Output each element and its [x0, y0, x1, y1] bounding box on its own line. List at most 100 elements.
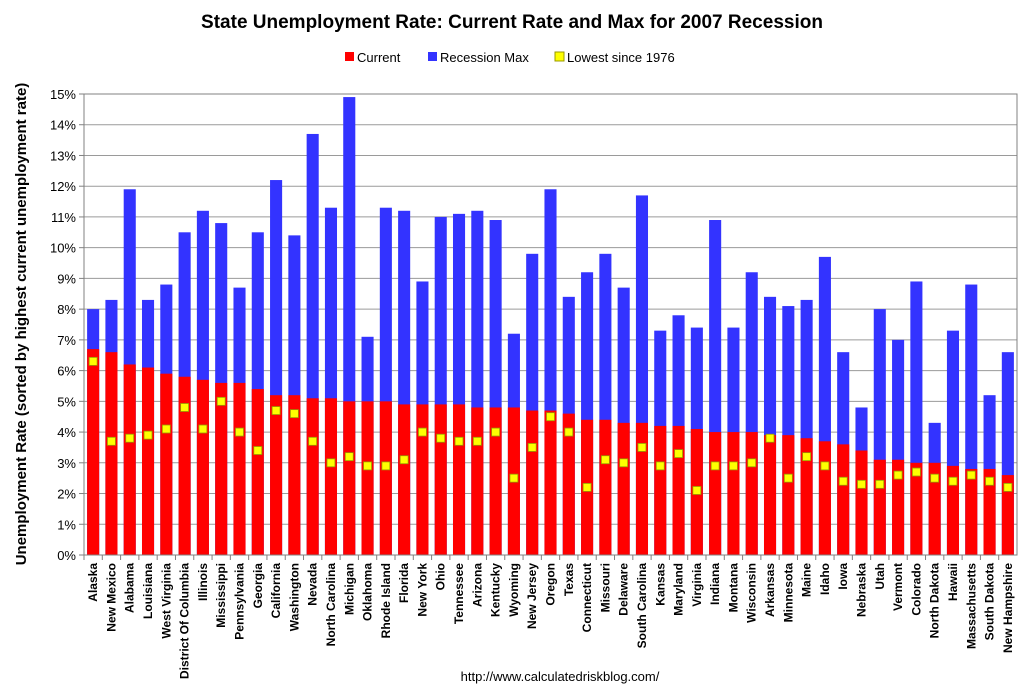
marker-lowest [783, 473, 793, 483]
marker-lowest [527, 443, 537, 452]
bar-current [928, 462, 941, 555]
bar-current [270, 395, 283, 555]
marker-lowest [729, 461, 738, 471]
x-tick-label: Nebraska [855, 563, 869, 617]
y-tick-label: 1% [57, 517, 76, 532]
bar-current [233, 382, 246, 555]
marker-lowest [820, 461, 830, 471]
x-tick-label: Tennessee [452, 563, 466, 624]
bar-current [562, 413, 575, 555]
bar-current [141, 367, 155, 555]
y-tick-label: 15% [50, 87, 76, 102]
x-tick-label: Arizona [470, 563, 484, 607]
x-tick-label: Maine [800, 563, 814, 597]
bar-current [105, 352, 118, 555]
marker-lowest [180, 403, 190, 412]
y-tick-label: 7% [57, 333, 76, 348]
bar-current [196, 379, 209, 555]
x-tick-label: New Hampshire [1001, 563, 1015, 653]
marker-lowest [88, 356, 98, 366]
marker-lowest [546, 412, 555, 422]
marker-lowest [637, 443, 647, 452]
x-tick-label: Delaware [617, 563, 631, 616]
marker-lowest [399, 455, 409, 465]
marker-lowest [600, 455, 610, 465]
bar-current [416, 404, 429, 555]
marker-lowest [857, 479, 866, 489]
marker-lowest [966, 470, 976, 480]
x-tick-label: Vermont [891, 563, 905, 611]
marker-lowest [509, 473, 519, 483]
bar-current [654, 425, 667, 555]
bar-current [763, 435, 777, 555]
y-tick-label: 0% [57, 548, 76, 563]
marker-lowest [930, 473, 940, 483]
x-tick-label: Connecticut [580, 563, 594, 632]
marker-lowest [161, 424, 171, 434]
bar-current [87, 349, 100, 555]
bar-current [965, 468, 978, 555]
marker-lowest [472, 436, 482, 446]
x-tick-label: Hawaii [946, 563, 960, 601]
x-tick-label: Rhode Island [379, 563, 393, 638]
x-tick-label: Virginia [690, 563, 704, 607]
x-tick-label: District Of Columbia [178, 563, 192, 679]
bar-current [379, 401, 392, 555]
x-tick-label: Missouri [598, 563, 612, 612]
y-tick-label: 2% [57, 487, 76, 502]
marker-lowest [454, 436, 464, 446]
y-tick-label: 11% [51, 210, 76, 225]
bar-current [672, 425, 685, 555]
x-tick-label: West Virginia [159, 563, 173, 639]
x-tick-label: Colorado [909, 563, 923, 616]
bar-current [434, 404, 447, 555]
y-tick-label: 14% [50, 118, 76, 133]
x-tick-label: South Dakota [983, 563, 997, 641]
y-tick-label: 6% [57, 364, 76, 379]
bar-current [855, 450, 868, 555]
x-tick-label: New Jersey [525, 563, 539, 629]
marker-lowest [710, 461, 720, 471]
bar-current [452, 404, 466, 555]
marker-lowest [216, 396, 226, 406]
bar-current [983, 468, 996, 555]
x-tick-label: Louisiana [141, 563, 155, 619]
bar-current [617, 422, 630, 555]
x-tick-label: Florida [397, 563, 411, 603]
bar-current [215, 382, 228, 555]
x-tick-label: Indiana [708, 563, 722, 605]
bar-current [471, 407, 484, 555]
y-tick-labels: 0% 1% 2% 3% 4% 5% 6% 7% 8% 9% 10% 11% 12% 13% 14% 15% [50, 87, 84, 563]
x-tick-label: Wisconsin [745, 563, 759, 623]
x-tick-label: California [269, 563, 283, 619]
marker-lowest [1003, 482, 1013, 492]
bar-current [544, 410, 557, 555]
plot-area [83, 93, 1018, 556]
x-tick-label: Iowa [836, 563, 850, 590]
bar-current [178, 376, 191, 555]
bar-current [343, 401, 356, 555]
marker-lowest [655, 461, 665, 471]
marker-lowest [948, 476, 958, 486]
marker-lowest [692, 486, 702, 495]
source-url: http://www.calculatedriskblog.com/ [461, 669, 660, 684]
bars [87, 97, 1014, 556]
bar-current [123, 364, 136, 555]
bar-current [489, 407, 502, 555]
x-tick-label: Illinois [196, 563, 210, 601]
x-tick-label: Oklahoma [361, 563, 375, 621]
marker-lowest [308, 436, 318, 446]
marker-lowest [235, 427, 244, 437]
marker-lowest [344, 452, 354, 462]
x-tick-label: South Carolina [635, 563, 649, 649]
y-tick-label: 5% [57, 394, 76, 409]
marker-lowest [875, 479, 885, 489]
x-tick-label: Georgia [251, 563, 265, 609]
x-tick-label: Kansas [653, 563, 667, 606]
x-tick-label: Wyoming [507, 563, 521, 617]
marker-lowest [271, 406, 281, 415]
legend: Current Recession Max Lowest since 1976 [345, 50, 675, 65]
bar-current [160, 373, 173, 555]
y-tick-label: 3% [57, 456, 76, 471]
